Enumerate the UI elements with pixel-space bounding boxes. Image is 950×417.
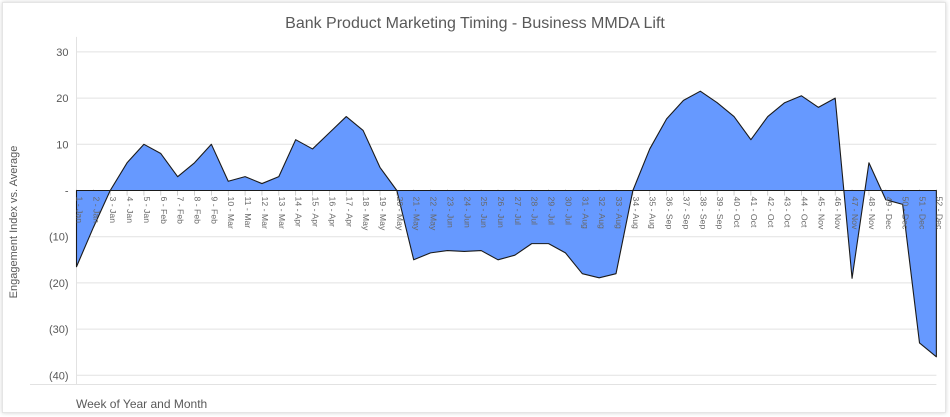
svg-text:25 - Jun: 25 - Jun bbox=[479, 197, 489, 229]
svg-text:37 - Sep: 37 - Sep bbox=[681, 197, 691, 230]
svg-text:43 - Oct: 43 - Oct bbox=[783, 197, 793, 228]
svg-text:21 - May: 21 - May bbox=[412, 197, 422, 231]
svg-text:22 - May: 22 - May bbox=[429, 197, 439, 231]
svg-text:6 - Feb: 6 - Feb bbox=[159, 197, 169, 225]
svg-text:38 - Sep: 38 - Sep bbox=[698, 197, 708, 230]
svg-text:34 - Aug: 34 - Aug bbox=[631, 197, 641, 230]
svg-text:36 - Sep: 36 - Sep bbox=[665, 197, 675, 230]
svg-text:(40): (40) bbox=[49, 370, 69, 382]
svg-text:11 - Mar: 11 - Mar bbox=[243, 197, 253, 229]
svg-text:50 - Dec: 50 - Dec bbox=[901, 197, 911, 230]
svg-text:48 - Nov: 48 - Nov bbox=[867, 197, 877, 230]
svg-text:24 - Jun: 24 - Jun bbox=[462, 197, 472, 229]
svg-text:19 - May: 19 - May bbox=[378, 197, 388, 231]
svg-text:42 - Oct: 42 - Oct bbox=[766, 197, 776, 228]
svg-text:18 - May: 18 - May bbox=[361, 197, 371, 231]
svg-text:15 - Apr: 15 - Apr bbox=[311, 197, 321, 228]
svg-text:47 - Nov: 47 - Nov bbox=[850, 197, 860, 230]
svg-text:44 - Oct: 44 - Oct bbox=[799, 197, 809, 228]
svg-text:28 - Jul: 28 - Jul bbox=[530, 197, 540, 226]
svg-text:20 - May: 20 - May bbox=[395, 197, 405, 231]
svg-text:29 - Jul: 29 - Jul bbox=[547, 197, 557, 226]
svg-text:40 - Oct: 40 - Oct bbox=[732, 197, 742, 228]
svg-text:31 - Aug: 31 - Aug bbox=[580, 197, 590, 230]
svg-text:51 - Dec: 51 - Dec bbox=[918, 197, 928, 230]
svg-text:49 - Dec: 49 - Dec bbox=[884, 197, 894, 230]
svg-text:-: - bbox=[65, 186, 69, 198]
svg-text:39 - Sep: 39 - Sep bbox=[715, 197, 725, 230]
svg-text:23 - Jun: 23 - Jun bbox=[445, 197, 455, 229]
svg-text:33 - Aug: 33 - Aug bbox=[614, 197, 624, 230]
svg-text:17 - Apr: 17 - Apr bbox=[344, 197, 354, 228]
svg-text:10: 10 bbox=[56, 139, 68, 151]
svg-text:35 - Aug: 35 - Aug bbox=[648, 197, 658, 230]
svg-text:4 - Jan: 4 - Jan bbox=[125, 197, 135, 224]
svg-text:16 - Apr: 16 - Apr bbox=[327, 197, 337, 228]
svg-text:(10): (10) bbox=[49, 232, 69, 244]
svg-text:32 - Aug: 32 - Aug bbox=[597, 197, 607, 230]
svg-text:26 - Jun: 26 - Jun bbox=[496, 197, 506, 229]
svg-text:1 - Jan: 1 - Jan bbox=[75, 197, 85, 224]
svg-text:7 - Feb: 7 - Feb bbox=[176, 197, 186, 225]
svg-text:9 - Feb: 9 - Feb bbox=[209, 197, 219, 225]
svg-text:20: 20 bbox=[56, 93, 68, 105]
svg-text:30 - Jul: 30 - Jul bbox=[563, 197, 573, 226]
svg-text:(20): (20) bbox=[49, 278, 69, 290]
svg-text:8 - Feb: 8 - Feb bbox=[193, 197, 203, 225]
svg-text:45 - Nov: 45 - Nov bbox=[816, 197, 826, 230]
svg-text:12 - Mar: 12 - Mar bbox=[260, 197, 270, 229]
svg-text:2 - Jan: 2 - Jan bbox=[91, 197, 101, 224]
svg-text:3 - Jan: 3 - Jan bbox=[108, 197, 118, 224]
svg-text:5 - Jan: 5 - Jan bbox=[142, 197, 152, 224]
svg-text:27 - Jul: 27 - Jul bbox=[513, 197, 523, 226]
svg-text:(30): (30) bbox=[49, 324, 69, 336]
svg-text:13 - Mar: 13 - Mar bbox=[277, 197, 287, 229]
svg-text:30: 30 bbox=[56, 47, 68, 59]
svg-text:10 - Mar: 10 - Mar bbox=[226, 197, 236, 229]
svg-text:46 - Nov: 46 - Nov bbox=[833, 197, 843, 230]
svg-text:52 - Dec: 52 - Dec bbox=[934, 197, 944, 230]
svg-text:14 - Apr: 14 - Apr bbox=[294, 197, 304, 228]
svg-text:41 - Oct: 41 - Oct bbox=[749, 197, 759, 228]
